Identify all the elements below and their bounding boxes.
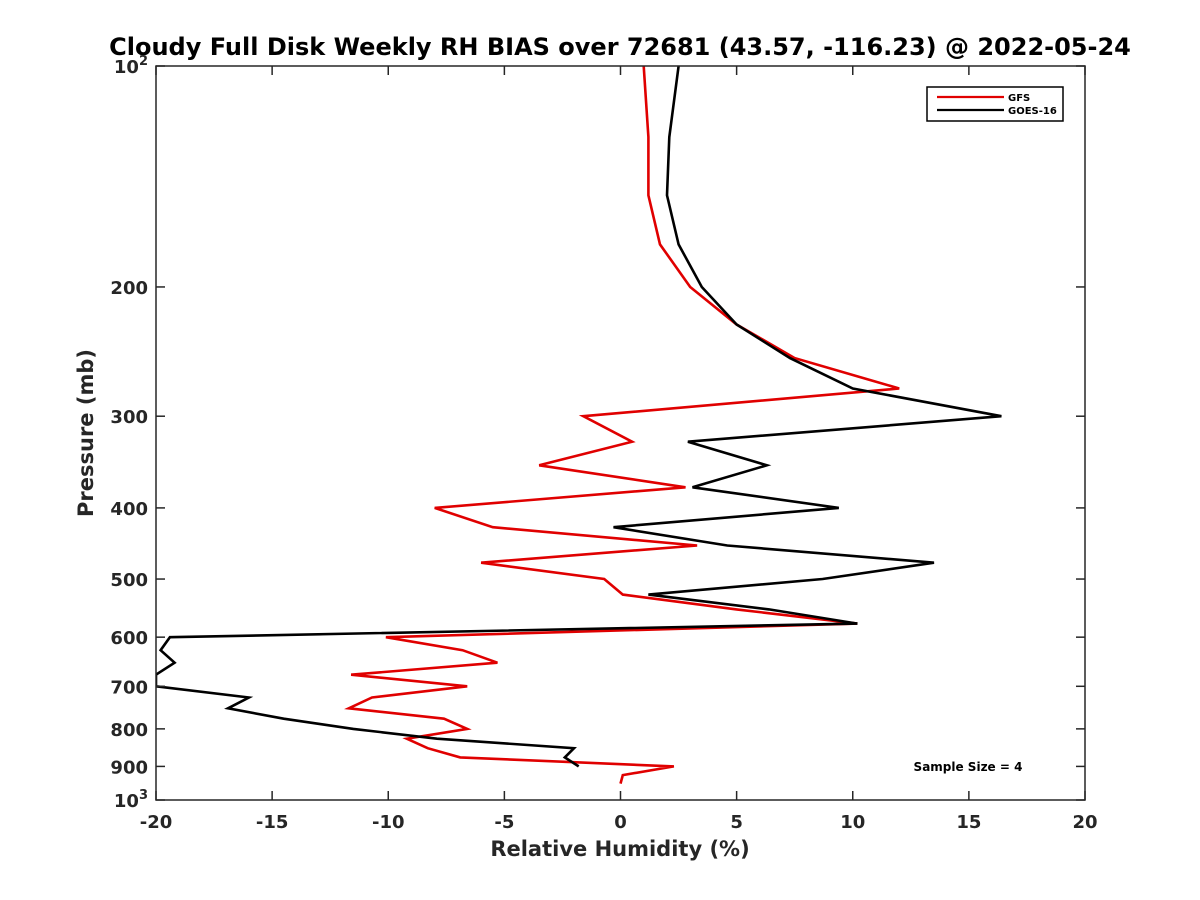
series-line-gfs bbox=[344, 66, 900, 784]
legend-box bbox=[926, 86, 1064, 122]
x-axis-label: Relative Humidity (%) bbox=[490, 837, 749, 861]
x-tick-label: 5 bbox=[730, 812, 743, 833]
y-tick-label: 102 bbox=[114, 54, 148, 78]
y-tick-label: 500 bbox=[110, 570, 148, 591]
series-line-goes16 bbox=[156, 66, 1002, 768]
x-tick-label: 10 bbox=[840, 812, 865, 833]
y-tick-label: 700 bbox=[110, 677, 148, 698]
y-tick-label: 200 bbox=[110, 278, 148, 299]
x-tick-label: -20 bbox=[140, 812, 173, 833]
y-tick-label: 600 bbox=[110, 628, 148, 649]
legend-label-goes16: GOES-16 bbox=[1008, 106, 1057, 117]
y-tick-label: 400 bbox=[110, 499, 148, 520]
legend-label-gfs: GFS bbox=[1008, 93, 1030, 104]
x-tick-label: 0 bbox=[614, 812, 627, 833]
x-tick-label: 20 bbox=[1072, 812, 1097, 833]
y-tick-label: 900 bbox=[110, 757, 148, 778]
x-tick-label: -15 bbox=[256, 812, 289, 833]
y-tick-label: 800 bbox=[110, 720, 148, 741]
y-axis: 102 200 300 400 500 600 700 800 900 103 bbox=[110, 54, 1085, 812]
y-axis-label: Pressure (mb) bbox=[74, 349, 98, 517]
x-axis: -20 -15 -10 -5 0 5 10 15 20 bbox=[140, 66, 1098, 833]
chart-title: Cloudy Full Disk Weekly RH BIAS over 726… bbox=[109, 33, 1131, 61]
sample-size-annotation: Sample Size = 4 bbox=[914, 760, 1023, 774]
x-tick-label: -5 bbox=[494, 812, 514, 833]
series-layer bbox=[156, 66, 1002, 784]
y-tick-label: 300 bbox=[110, 407, 148, 428]
plot-area: -20 -15 -10 -5 0 5 10 15 20 102 200 300 400 500 600 70… bbox=[110, 54, 1097, 833]
x-tick-label: 15 bbox=[956, 812, 981, 833]
y-tick-label: 103 bbox=[114, 788, 148, 812]
x-tick-label: -10 bbox=[372, 812, 405, 833]
legend: GFS GOES-16 bbox=[926, 86, 1064, 122]
